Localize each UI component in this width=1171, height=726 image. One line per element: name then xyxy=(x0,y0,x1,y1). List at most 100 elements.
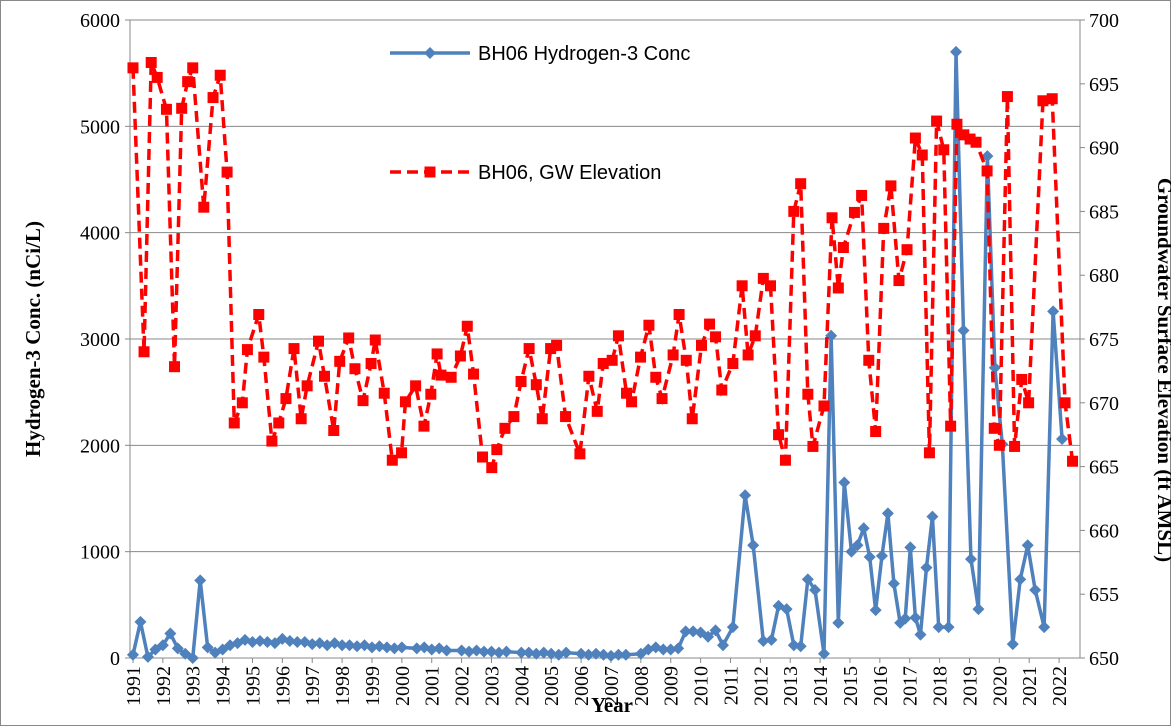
marker xyxy=(1047,305,1060,318)
marker xyxy=(857,522,870,535)
marker xyxy=(169,361,181,373)
marker xyxy=(334,355,346,367)
marker xyxy=(336,639,349,652)
y2-tick-label: 660 xyxy=(1089,520,1119,542)
marker xyxy=(261,636,274,649)
marker xyxy=(1067,455,1079,467)
marker xyxy=(938,144,950,156)
marker xyxy=(508,411,520,423)
marker xyxy=(945,420,957,432)
marker xyxy=(424,166,436,178)
y-axis-title: Hydrogen-3 Conc. (nCi/L) xyxy=(21,221,45,457)
marker xyxy=(727,357,739,369)
y2-tick-label: 695 xyxy=(1089,74,1119,96)
marker xyxy=(461,320,473,332)
marker xyxy=(228,417,240,429)
marker xyxy=(818,400,830,412)
marker xyxy=(749,330,761,342)
marker xyxy=(1038,621,1051,634)
legend-label: BH06, GW Elevation xyxy=(478,162,661,184)
marker xyxy=(258,351,270,363)
marker xyxy=(695,339,707,351)
marker xyxy=(621,387,633,399)
marker xyxy=(351,640,364,653)
marker xyxy=(575,647,588,660)
marker xyxy=(295,413,307,425)
marker xyxy=(590,647,603,660)
marker xyxy=(478,645,491,658)
marker xyxy=(207,92,219,104)
x-tick-label: 2008 xyxy=(631,666,653,706)
marker xyxy=(993,439,1005,451)
marker xyxy=(582,648,595,661)
marker xyxy=(710,331,722,343)
marker xyxy=(664,643,677,656)
marker xyxy=(742,349,754,361)
marker xyxy=(399,396,411,408)
marker xyxy=(826,212,838,224)
marker xyxy=(214,69,226,81)
y2-tick-label: 675 xyxy=(1089,329,1119,351)
marker xyxy=(318,370,330,382)
marker xyxy=(343,639,356,652)
marker xyxy=(221,166,233,178)
marker xyxy=(802,388,814,400)
marker xyxy=(545,343,557,355)
marker xyxy=(881,507,894,520)
marker xyxy=(156,639,169,652)
marker xyxy=(848,206,860,218)
marker xyxy=(343,332,355,344)
marker xyxy=(837,242,849,254)
marker xyxy=(515,375,527,387)
marker xyxy=(141,650,154,663)
y-tick-label: 1000 xyxy=(80,542,120,564)
marker xyxy=(1056,432,1069,445)
marker xyxy=(809,583,822,596)
marker xyxy=(499,422,511,434)
marker xyxy=(396,447,408,459)
marker xyxy=(780,603,793,616)
marker xyxy=(410,642,423,655)
x-tick-label: 2009 xyxy=(661,666,683,706)
y-tick-label: 0 xyxy=(110,648,120,670)
marker xyxy=(851,539,864,552)
x-tick-label: 2014 xyxy=(810,666,832,706)
x-tick-label: 1994 xyxy=(213,666,235,706)
marker xyxy=(328,424,340,436)
marker xyxy=(626,396,638,408)
marker xyxy=(981,165,993,177)
y-tick-label: 5000 xyxy=(80,116,120,138)
marker xyxy=(901,244,913,256)
marker xyxy=(523,343,535,355)
marker xyxy=(182,76,194,88)
x-tick-label: 2019 xyxy=(959,666,981,706)
marker xyxy=(164,627,177,640)
marker xyxy=(1016,373,1028,385)
marker xyxy=(970,136,982,148)
marker xyxy=(530,647,543,660)
marker xyxy=(291,636,304,649)
y-tick-label: 6000 xyxy=(80,10,120,32)
marker xyxy=(931,115,943,127)
marker xyxy=(679,625,692,638)
marker xyxy=(591,405,603,417)
marker xyxy=(424,47,436,59)
marker xyxy=(253,309,265,321)
marker xyxy=(1021,539,1034,552)
x-tick-label: 2011 xyxy=(720,666,742,705)
marker xyxy=(266,435,278,447)
marker xyxy=(425,388,437,400)
marker xyxy=(765,633,778,646)
marker xyxy=(551,339,563,351)
marker xyxy=(869,604,882,617)
x-tick-label: 2002 xyxy=(452,666,474,706)
marker xyxy=(454,350,466,362)
y-tick-label: 4000 xyxy=(80,223,120,245)
marker xyxy=(160,103,172,115)
marker xyxy=(964,553,977,566)
marker xyxy=(650,371,662,383)
marker xyxy=(410,380,422,392)
marker xyxy=(492,646,505,659)
y-tick-label: 2000 xyxy=(80,435,120,457)
marker xyxy=(201,641,214,654)
